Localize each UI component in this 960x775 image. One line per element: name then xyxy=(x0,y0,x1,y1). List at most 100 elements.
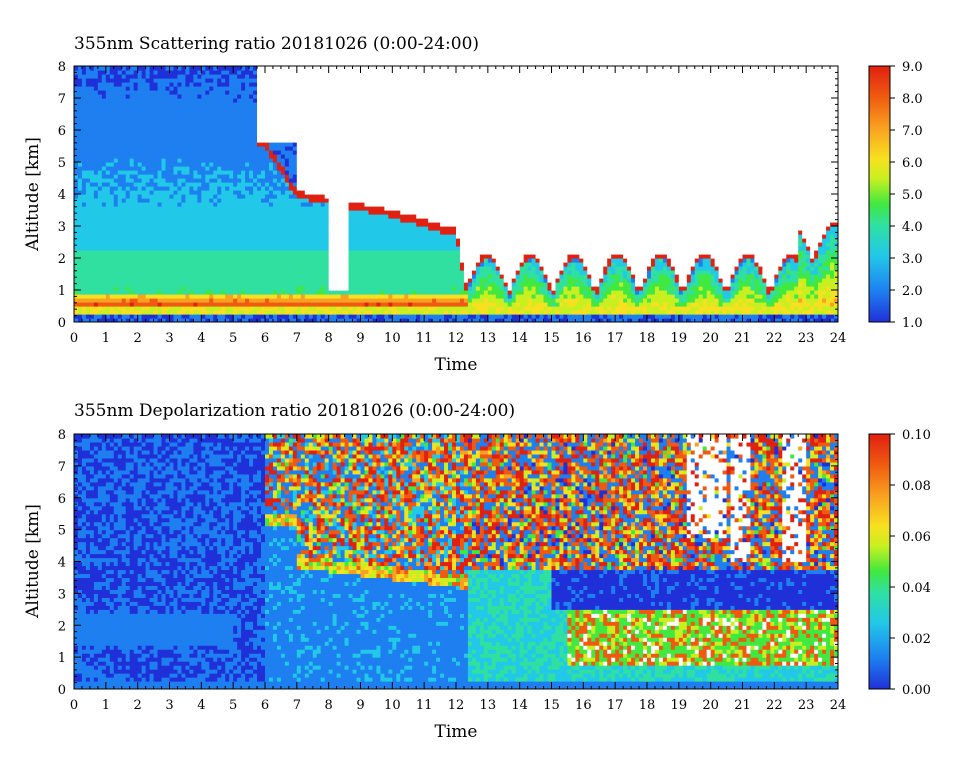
heatmap-cell xyxy=(193,202,198,207)
heatmap-cell xyxy=(197,78,202,83)
heatmap-cell xyxy=(348,298,354,303)
heatmap-cell xyxy=(360,110,366,115)
heatmap-cell xyxy=(348,250,354,255)
heatmap-cell xyxy=(189,78,194,83)
heatmap-cell xyxy=(141,194,147,199)
heatmap-cell xyxy=(141,134,147,139)
heatmap-cell xyxy=(125,86,131,91)
heatmap-cell xyxy=(137,94,143,99)
heatmap-cell xyxy=(217,242,222,247)
heatmap-cell xyxy=(133,118,139,123)
heatmap-cell xyxy=(165,186,171,191)
heatmap-cell xyxy=(145,222,151,227)
heatmap-cell xyxy=(237,146,242,151)
heatmap-cell xyxy=(77,158,83,163)
heatmap-cell xyxy=(129,270,135,275)
heatmap-cell xyxy=(352,170,358,175)
heatmap-cell xyxy=(77,114,83,119)
heatmap-cell xyxy=(261,118,266,123)
heatmap-cell xyxy=(364,278,370,283)
heatmap-cell xyxy=(125,90,131,95)
heatmap-cell xyxy=(173,266,179,271)
heatmap-cell xyxy=(328,202,334,207)
heatmap-cell xyxy=(292,214,298,219)
heatmap-cell xyxy=(225,298,230,303)
heatmap-cell xyxy=(209,230,214,235)
heatmap-cell xyxy=(332,278,338,283)
heatmap-cell xyxy=(161,242,167,247)
heatmap-cell xyxy=(364,126,370,131)
heatmap-cell xyxy=(300,206,306,211)
heatmap-cell xyxy=(149,246,155,251)
heatmap-cell xyxy=(312,66,318,71)
heatmap-cell xyxy=(149,166,155,171)
heatmap-cell xyxy=(380,142,385,147)
heatmap-cell xyxy=(328,222,334,227)
heatmap-cell xyxy=(352,114,358,119)
heatmap-cell xyxy=(93,262,99,267)
heatmap-cell xyxy=(209,234,214,239)
heatmap-cell xyxy=(93,226,99,231)
heatmap-cell xyxy=(332,194,338,199)
heatmap-cell xyxy=(157,146,163,151)
heatmap-cell xyxy=(272,254,278,259)
heatmap-cell xyxy=(193,306,198,311)
heatmap-cell xyxy=(249,274,254,279)
heatmap-cell xyxy=(312,174,318,179)
heatmap-cell xyxy=(364,262,370,267)
heatmap-cell xyxy=(177,234,183,239)
heatmap-cell xyxy=(336,254,342,259)
heatmap-cell xyxy=(272,66,278,71)
heatmap-cell xyxy=(169,206,175,211)
heatmap-cell xyxy=(245,182,250,187)
heatmap-cell xyxy=(89,306,95,311)
heatmap-cell xyxy=(149,102,155,107)
heatmap-cell xyxy=(332,246,338,251)
heatmap-cell xyxy=(364,222,370,227)
heatmap-cell xyxy=(189,190,194,195)
heatmap-cell xyxy=(288,90,294,95)
heatmap-cell xyxy=(133,98,139,103)
heatmap-cell xyxy=(332,250,338,255)
heatmap-cell xyxy=(356,190,362,195)
heatmap-cell xyxy=(233,126,238,131)
heatmap-cell xyxy=(261,74,266,79)
heatmap-cell xyxy=(117,74,123,79)
heatmap-cell xyxy=(145,186,151,191)
heatmap-cell xyxy=(237,174,242,179)
heatmap-cell xyxy=(352,66,358,71)
heatmap-cell xyxy=(125,278,131,283)
heatmap-cell xyxy=(89,250,95,255)
heatmap-cell xyxy=(117,242,123,247)
heatmap-cell xyxy=(81,234,87,239)
heatmap-cell xyxy=(85,150,91,155)
heatmap-cell xyxy=(157,74,163,79)
heatmap-cell xyxy=(185,114,190,119)
heatmap-cell xyxy=(268,290,274,295)
heatmap-cell xyxy=(77,238,83,243)
heatmap-cell xyxy=(145,166,151,171)
heatmap-cell xyxy=(265,146,270,151)
heatmap-cell xyxy=(380,110,385,115)
heatmap-cell xyxy=(77,218,83,223)
heatmap-cell xyxy=(376,154,381,159)
heatmap-cell xyxy=(304,154,310,159)
heatmap-cell xyxy=(97,310,103,315)
heatmap-cell xyxy=(324,90,330,95)
heatmap-cell xyxy=(304,74,310,79)
heatmap-cell xyxy=(89,110,95,115)
heatmap-cell xyxy=(360,182,366,187)
heatmap-cell xyxy=(97,90,103,95)
heatmap-cell xyxy=(340,258,346,263)
heatmap-cell xyxy=(121,166,127,171)
heatmap-cell xyxy=(316,190,322,195)
heatmap-cell xyxy=(201,150,206,155)
heatmap-cell xyxy=(272,246,278,251)
heatmap-cell xyxy=(368,158,374,163)
heatmap-cell xyxy=(356,286,362,291)
heatmap-cell xyxy=(249,122,254,127)
heatmap-cell xyxy=(352,270,358,275)
heatmap-cell xyxy=(288,190,294,195)
heatmap-cell xyxy=(233,178,238,183)
heatmap-cell xyxy=(221,266,226,271)
